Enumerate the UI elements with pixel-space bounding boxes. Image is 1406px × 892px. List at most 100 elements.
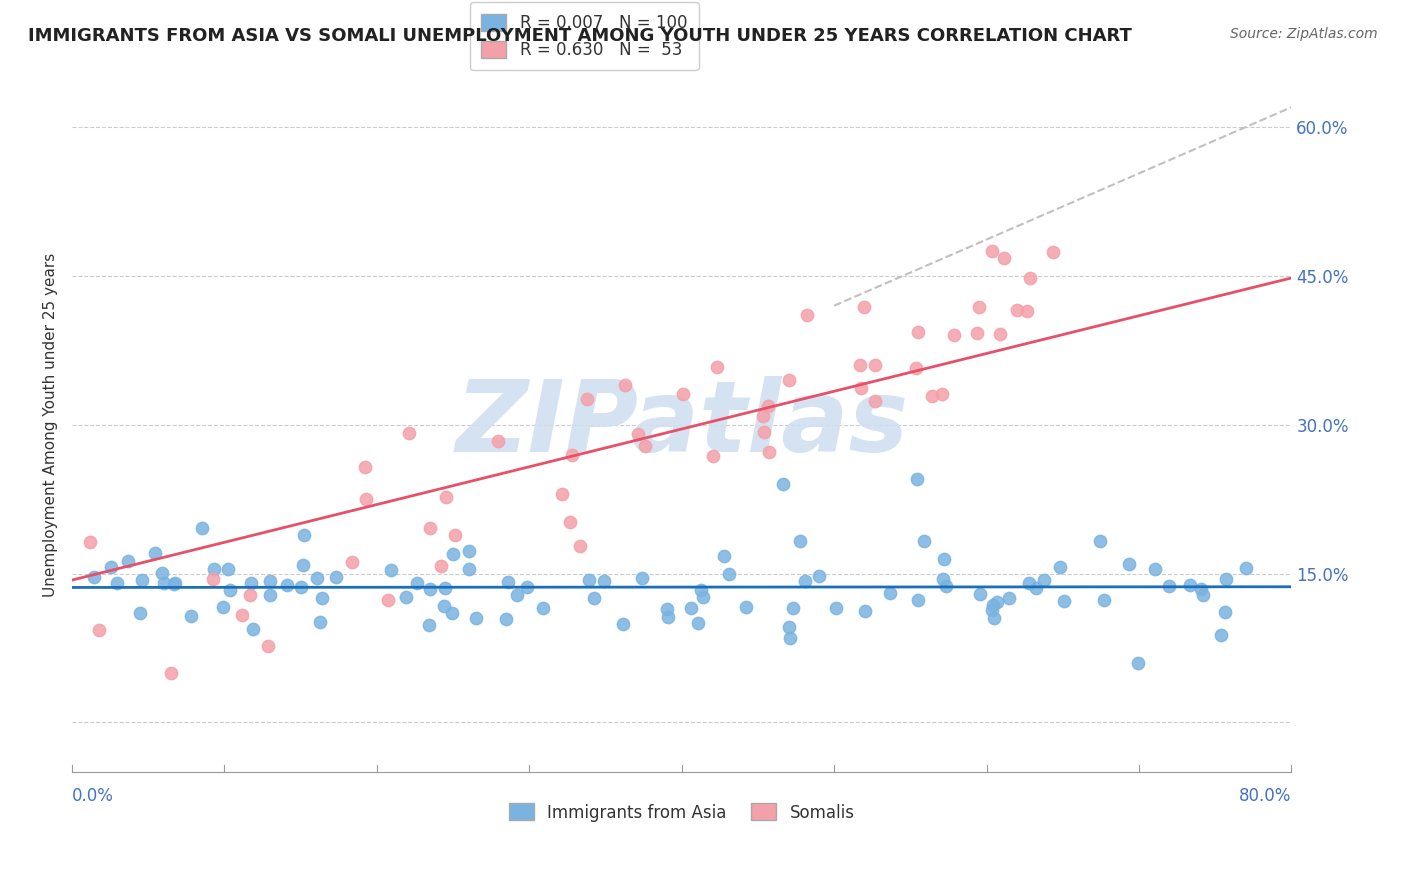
Point [560, 515, 582, 529]
Point [967, 300, 990, 314]
Point [292, 528, 315, 542]
Point [354, 460, 377, 475]
Point [311, 591, 333, 605]
Point [657, 610, 679, 624]
Point [1025, 582, 1047, 596]
Point [713, 549, 735, 563]
Point [758, 400, 780, 414]
Point [259, 588, 281, 602]
Point [398, 425, 420, 440]
Point [441, 606, 464, 620]
Point [191, 521, 214, 535]
Point [464, 611, 486, 625]
Point [419, 582, 441, 596]
Point [907, 593, 929, 607]
Point [569, 539, 592, 553]
Point [242, 623, 264, 637]
Point [853, 604, 876, 618]
Point [782, 601, 804, 615]
Point [117, 554, 139, 568]
Point [290, 580, 312, 594]
Point [506, 588, 529, 602]
Point [630, 571, 652, 585]
Point [1234, 561, 1257, 575]
Point [1018, 270, 1040, 285]
Point [533, 601, 555, 615]
Point [87, 624, 110, 638]
Point [444, 528, 467, 542]
Point [105, 575, 128, 590]
Point [419, 521, 441, 535]
Point [981, 603, 1004, 617]
Point [966, 326, 988, 340]
Point [751, 409, 773, 423]
Point [904, 360, 927, 375]
Point [1015, 304, 1038, 318]
Point [1209, 628, 1232, 642]
Point [686, 616, 709, 631]
Point [1178, 578, 1201, 592]
Point [429, 558, 451, 573]
Point [1213, 605, 1236, 619]
Point [354, 492, 377, 507]
Point [671, 386, 693, 401]
Point [779, 631, 801, 645]
Point [561, 448, 583, 462]
Point [576, 392, 599, 406]
Legend: Immigrants from Asia, Somalis: Immigrants from Asia, Somalis [498, 792, 866, 833]
Point [612, 616, 634, 631]
Point [592, 574, 614, 589]
Point [240, 576, 263, 591]
Point [583, 591, 606, 606]
Point [807, 569, 830, 583]
Point [905, 472, 928, 486]
Point [79, 534, 101, 549]
Point [257, 639, 280, 653]
Point [981, 598, 1004, 612]
Point [550, 487, 572, 501]
Text: ZIPatlas: ZIPatlas [456, 376, 908, 474]
Point [325, 569, 347, 583]
Point [458, 543, 481, 558]
Point [1159, 579, 1181, 593]
Point [219, 583, 242, 598]
Point [634, 439, 657, 453]
Point [259, 574, 281, 588]
Point [935, 578, 957, 592]
Point [772, 477, 794, 491]
Point [152, 576, 174, 591]
Point [1007, 302, 1029, 317]
Point [865, 394, 887, 409]
Point [291, 558, 314, 573]
Point [406, 576, 429, 591]
Point [495, 612, 517, 626]
Point [655, 601, 678, 615]
Point [486, 434, 509, 449]
Point [993, 251, 1015, 265]
Point [129, 606, 152, 620]
Point [986, 595, 1008, 609]
Point [1192, 588, 1215, 602]
Y-axis label: Unemployment Among Youth under 25 years: Unemployment Among Youth under 25 years [44, 252, 58, 597]
Point [309, 615, 332, 629]
Point [1189, 582, 1212, 596]
Point [1126, 656, 1149, 670]
Point [83, 570, 105, 584]
Point [849, 381, 872, 395]
Point [307, 570, 329, 584]
Point [434, 490, 457, 504]
Point [1118, 557, 1140, 571]
Point [239, 588, 262, 602]
Point [342, 555, 364, 569]
Point [988, 327, 1011, 342]
Point [163, 576, 186, 591]
Point [1090, 534, 1112, 549]
Point [1042, 245, 1064, 260]
Point [150, 566, 173, 581]
Point [907, 325, 929, 339]
Point [689, 583, 711, 598]
Text: 0.0%: 0.0% [72, 787, 114, 805]
Point [863, 359, 886, 373]
Point [212, 600, 235, 615]
Point [1215, 572, 1237, 586]
